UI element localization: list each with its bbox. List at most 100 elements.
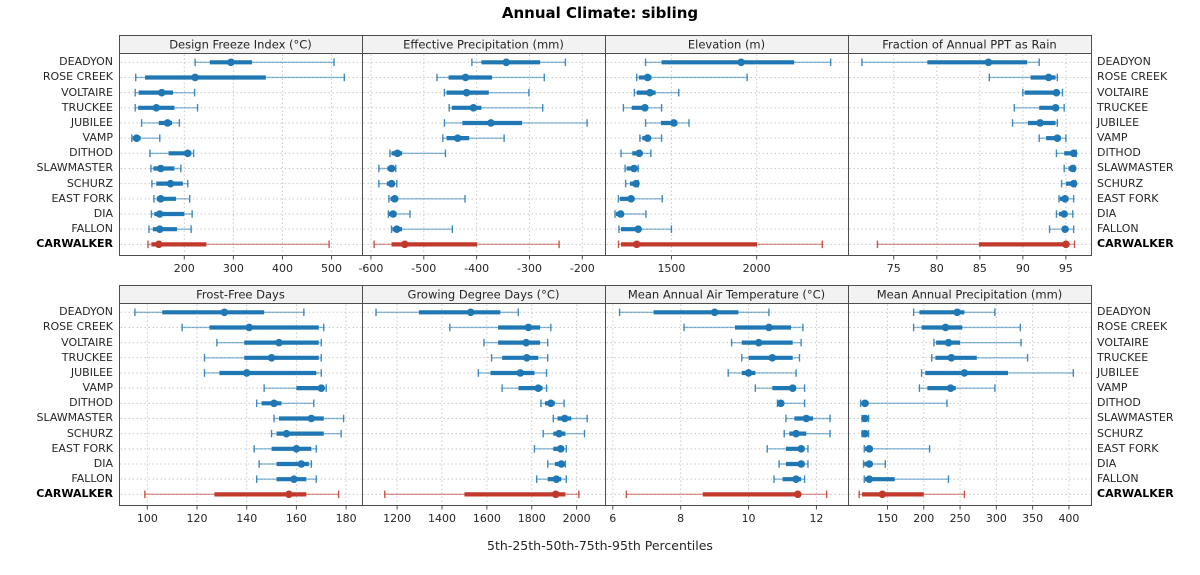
range-row-east-fork [617, 195, 663, 203]
median-dot [646, 88, 654, 97]
median-dot [285, 490, 293, 499]
range-row-east-fork [153, 195, 191, 203]
station-label-left-truckee: TRUCKEE [61, 100, 113, 114]
station-label-right-vamp: VAMP [1097, 131, 1128, 145]
median-dot [557, 460, 566, 468]
tick-label: 12 [809, 512, 823, 525]
range-row-fallon [255, 475, 317, 483]
median-dot [984, 58, 993, 67]
station-label-left-vamp: VAMP [82, 131, 113, 145]
median-dot [768, 354, 777, 362]
plot-area [119, 303, 363, 506]
range-row-dia [387, 210, 411, 218]
median-dot [1061, 195, 1069, 203]
median-dot [132, 134, 141, 142]
median-dot [744, 369, 753, 377]
tick-label: 2000 [743, 262, 771, 275]
range-row-deadyon [912, 308, 996, 317]
tick-label: 80 [930, 262, 944, 275]
range-row-dithod [255, 399, 315, 408]
tick-label: 2000 [563, 512, 591, 525]
panel-design-freeze-index-c: Design Freeze Index (°C) 200 300 400 500 [119, 35, 363, 275]
range-row-rose-creek [135, 73, 346, 82]
tick-label: 90 [1016, 262, 1030, 275]
median-dot [560, 414, 569, 423]
range-row-deadyon [194, 58, 335, 67]
range-row-schurz [151, 179, 189, 188]
range-row-schurz [270, 429, 342, 438]
range-row-jubilee [203, 369, 322, 377]
station-label-left-schurz: SCHURZ [66, 426, 113, 440]
range-row-voltaire [633, 88, 680, 97]
median-dot [643, 73, 652, 82]
tick-label: 500 [321, 262, 342, 275]
station-label-right-east-fork: EAST FORK [1097, 191, 1159, 205]
range-row-carwalker [625, 490, 828, 499]
panel-title: Mean Annual Precipitation (mm) [877, 288, 1063, 302]
range-row-east-fork [766, 445, 809, 453]
tick-label: 6 [609, 512, 616, 525]
station-label-right-truckee: TRUCKEE [1097, 100, 1149, 114]
range-row-schurz [624, 179, 640, 188]
range-row-dia [778, 460, 809, 468]
median-dot [155, 210, 164, 218]
median-dot [290, 475, 298, 483]
median-dot [387, 164, 396, 173]
range-row-deadyon [375, 308, 519, 317]
tick-label: 85 [973, 262, 987, 275]
range-row-east-fork [388, 195, 466, 203]
median-dot [227, 58, 235, 67]
station-label-right-jubilee: JUBILEE [1097, 115, 1140, 129]
range-row-schurz [861, 429, 870, 438]
range-row-east-fork [253, 445, 317, 453]
range-row-carwalker [384, 490, 580, 499]
tick-label: 350 [1022, 512, 1043, 525]
station-label-right-carwalker: CARWALKER [1097, 487, 1174, 501]
tick-label: -600 [358, 262, 383, 275]
median-dot [154, 240, 163, 249]
panel-title: Elevation (m) [688, 38, 765, 52]
median-dot [307, 414, 316, 423]
range-row-carwalker [876, 240, 1076, 249]
median-dot [152, 104, 161, 112]
median-dot [616, 210, 625, 218]
median-dot [947, 354, 956, 362]
range-row-truckee [448, 104, 544, 112]
median-dot [960, 369, 969, 377]
panel-title: Fraction of Annual PPT as Rain [882, 38, 1056, 52]
range-row-fallon [773, 475, 806, 483]
tick-label: -400 [464, 262, 489, 275]
median-dot [627, 195, 635, 203]
tick-label: 1400 [428, 512, 456, 525]
range-row-rose-creek [449, 323, 552, 332]
median-dot [737, 58, 745, 67]
median-dot [754, 338, 763, 347]
median-dot [793, 490, 802, 499]
range-row-dithod [620, 149, 652, 158]
range-row-vamp [263, 384, 327, 392]
range-row-rose-creek [635, 73, 748, 82]
median-dot [1061, 225, 1069, 233]
range-row-dia [258, 460, 313, 468]
median-dot [191, 73, 199, 82]
range-row-truckee [622, 104, 663, 112]
range-row-dia [1055, 210, 1074, 218]
tick-label: -300 [517, 262, 542, 275]
station-label-left-slawmaster: SLAWMASTER [36, 161, 113, 175]
range-row-vamp [918, 384, 996, 392]
median-dot [630, 164, 638, 173]
median-dot [163, 119, 172, 127]
median-dot [1068, 164, 1077, 173]
station-label-left-carwalker: CARWALKER [36, 487, 113, 501]
tick-label: 1800 [518, 512, 546, 525]
tick-label: 300 [223, 262, 244, 275]
median-dot [555, 429, 563, 438]
range-row-voltaire [134, 88, 196, 97]
station-label-left-dia: DIA [93, 207, 113, 220]
range-row-voltaire [1022, 88, 1064, 97]
median-dot [400, 240, 409, 249]
station-label-left-jubilee: JUBILEE [70, 365, 113, 379]
range-row-vamp [501, 384, 548, 392]
range-row-deadyon [861, 58, 1040, 67]
station-label-left-fallon: FALLON [71, 222, 113, 236]
